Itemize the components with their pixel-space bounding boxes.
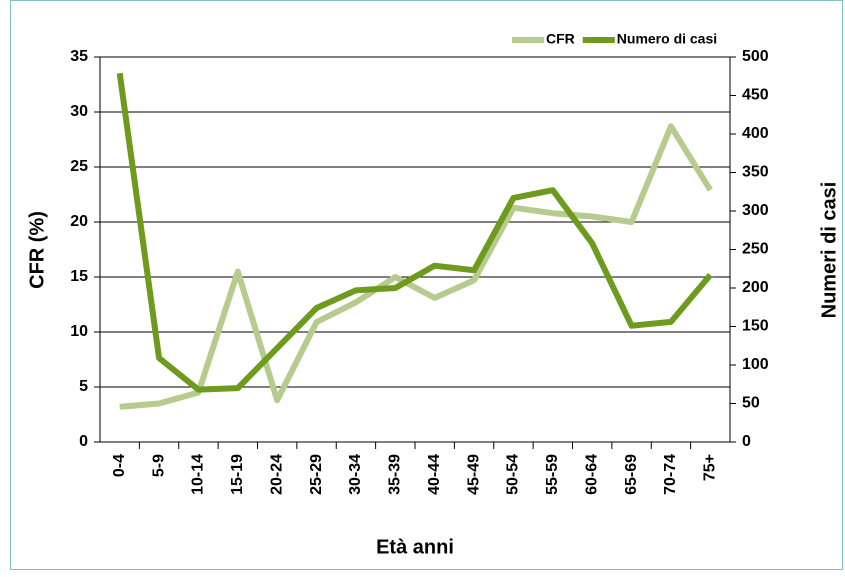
y2-tick-label: 200 bbox=[742, 279, 769, 296]
y2-tick-label: 250 bbox=[742, 241, 769, 258]
x-tick-label: 10-14 bbox=[190, 454, 207, 495]
y2-tick-label: 100 bbox=[742, 356, 769, 373]
series-line bbox=[119, 123, 713, 410]
x-tick-label: 15-19 bbox=[229, 454, 246, 495]
y2-axis-title: Numeri di casi bbox=[818, 182, 840, 319]
x-tick-label: 60-64 bbox=[583, 454, 600, 495]
y2-tick-label: 50 bbox=[742, 395, 760, 412]
y-tick-label: 30 bbox=[70, 103, 88, 120]
legend-label: CFR bbox=[546, 31, 575, 47]
frame bbox=[10, 0, 843, 570]
y-tick-label: 0 bbox=[79, 433, 88, 450]
y2-tick-label: 0 bbox=[742, 433, 751, 450]
x-tick-label: 5-9 bbox=[150, 454, 167, 477]
legend-label: Numero di casi bbox=[617, 31, 717, 47]
y2-tick-label: 450 bbox=[742, 87, 769, 104]
x-tick-label: 75+ bbox=[702, 454, 719, 481]
y2-tick-label: 500 bbox=[742, 48, 769, 65]
x-tick-label: 35-39 bbox=[387, 454, 404, 495]
y-axis-title: CFR (%) bbox=[26, 211, 48, 289]
series-line bbox=[116, 72, 713, 393]
y2-tick-label: 400 bbox=[742, 125, 769, 142]
x-tick-label: 50-54 bbox=[505, 454, 522, 495]
y2-tick-label: 300 bbox=[742, 202, 769, 219]
x-tick-label: 65-69 bbox=[623, 454, 640, 495]
y-tick-label: 5 bbox=[79, 378, 88, 395]
x-axis-title: Età anni bbox=[376, 536, 454, 558]
x-tick-label: 20-24 bbox=[268, 454, 285, 495]
x-tick-label: 70-74 bbox=[662, 454, 679, 495]
x-tick-label: 45-49 bbox=[465, 454, 482, 495]
y-tick-label: 10 bbox=[70, 323, 88, 340]
x-tick-label: 0-4 bbox=[111, 454, 128, 477]
x-tick-label: 40-44 bbox=[426, 454, 443, 495]
y-tick-label: 15 bbox=[70, 268, 88, 285]
y2-tick-label: 350 bbox=[742, 164, 769, 181]
y2-tick-label: 150 bbox=[742, 318, 769, 335]
x-tick-label: 30-34 bbox=[347, 454, 364, 495]
y-tick-label: 25 bbox=[70, 158, 88, 175]
x-tick-label: 25-29 bbox=[308, 454, 325, 495]
y-tick-label: 20 bbox=[70, 213, 88, 230]
x-tick-label: 55-59 bbox=[544, 454, 561, 495]
y-tick-label: 35 bbox=[70, 48, 88, 65]
